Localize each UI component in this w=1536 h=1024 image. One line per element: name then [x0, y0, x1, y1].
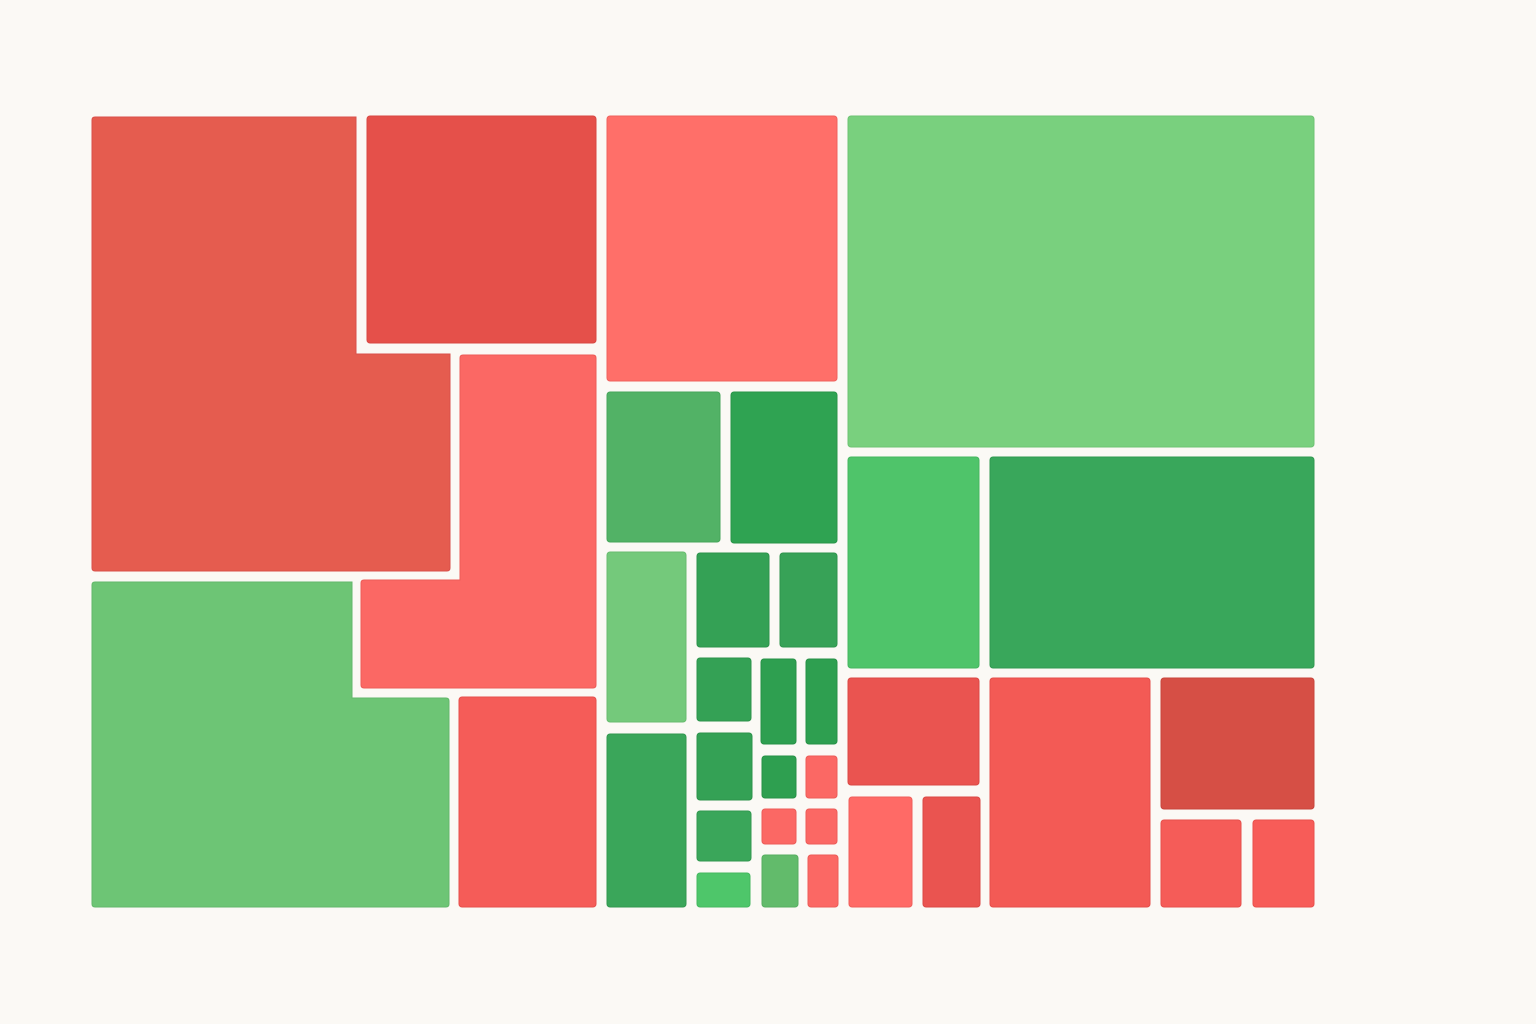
tile [360, 354, 597, 689]
tile [606, 551, 687, 723]
tile [805, 658, 838, 745]
tile [922, 796, 981, 908]
tile [761, 755, 797, 799]
tile [91, 581, 450, 908]
tile [606, 115, 838, 382]
tile [696, 810, 752, 862]
tile [1160, 819, 1242, 908]
tile [730, 391, 838, 544]
tile [458, 696, 597, 908]
tile [760, 658, 797, 745]
tile [807, 854, 839, 908]
tile [779, 552, 838, 648]
tile [1252, 819, 1315, 908]
tile [989, 677, 1151, 908]
tile [847, 115, 1315, 448]
tile [761, 808, 797, 845]
tile [91, 116, 451, 572]
tile [606, 733, 687, 908]
tile [805, 808, 838, 845]
tile [366, 115, 597, 344]
tile [847, 677, 980, 786]
tile [606, 391, 721, 543]
tile [1160, 677, 1315, 810]
tile [847, 456, 980, 669]
tile [805, 755, 838, 799]
tile [696, 552, 770, 648]
tile [696, 872, 751, 908]
tile [989, 456, 1315, 669]
tile [696, 657, 752, 722]
tile [696, 732, 753, 801]
tile [848, 796, 913, 908]
tile [761, 854, 799, 908]
